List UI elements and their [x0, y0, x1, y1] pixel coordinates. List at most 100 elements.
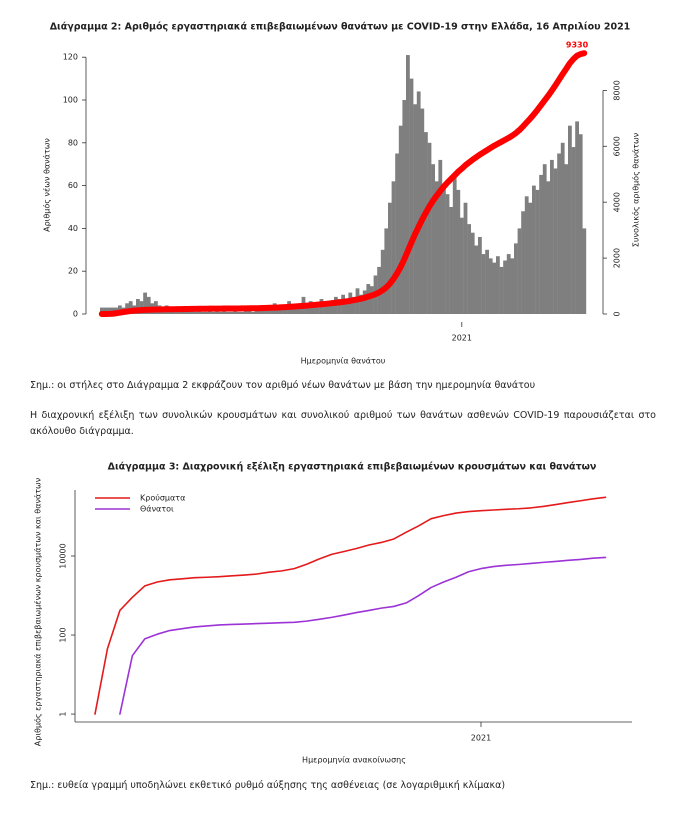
- bar: [128, 301, 133, 314]
- y-tick-label: 1: [59, 712, 68, 717]
- bar: [193, 311, 198, 314]
- bar: [276, 307, 281, 314]
- bar: [496, 256, 500, 314]
- bar: [420, 108, 425, 314]
- y-axis-title: Αριθμός εργαστηριακά επιβεβαιωμένων κρου…: [33, 477, 43, 746]
- bar: [434, 181, 439, 314]
- bar: [560, 142, 565, 314]
- bar: [136, 299, 140, 314]
- bar: [467, 224, 471, 314]
- y-tick-label: 10000: [59, 543, 68, 568]
- y2-tick-label: 4000: [613, 192, 622, 212]
- bar: [197, 309, 201, 314]
- bar: [323, 303, 327, 314]
- bar: [470, 232, 475, 314]
- bar: [499, 266, 504, 314]
- bar: [146, 296, 151, 314]
- bar: [254, 309, 259, 314]
- bar: [416, 91, 421, 314]
- y2-tick-label: 0: [613, 311, 622, 316]
- chart-title: Διάγραμμα 2: Αριθμός εργαστηριακά επιβεβ…: [50, 22, 631, 33]
- bar: [326, 301, 331, 314]
- bar: [208, 309, 212, 314]
- bar: [452, 177, 457, 314]
- y-tick-label: 80: [68, 138, 78, 147]
- bar: [438, 159, 443, 314]
- bar: [380, 249, 385, 314]
- y-tick-label: 20: [68, 267, 78, 276]
- bar: [236, 311, 241, 314]
- bar: [578, 134, 583, 314]
- y-tick-label: 120: [63, 53, 78, 62]
- bar: [337, 299, 342, 314]
- bar: [182, 311, 187, 314]
- bar: [384, 228, 389, 314]
- legend-label: Κρούσματα: [140, 493, 185, 503]
- bar: [550, 159, 554, 314]
- bar: [204, 311, 209, 314]
- y-tick-label: 100: [63, 96, 78, 105]
- bar: [251, 311, 255, 314]
- bar: [485, 249, 489, 314]
- bar: [229, 311, 234, 314]
- bar: [344, 301, 349, 314]
- bar: [406, 55, 410, 315]
- bar: [143, 292, 147, 314]
- y-tick-label: 0: [73, 310, 78, 319]
- y-tick-label: 60: [68, 181, 78, 190]
- bar: [200, 311, 205, 314]
- bar: [103, 307, 108, 314]
- bar: [391, 181, 396, 314]
- bar: [503, 260, 507, 314]
- bar: [474, 245, 479, 314]
- bar: [233, 309, 237, 314]
- y2-axis-title: Συνολικός αριθμός θανάτων: [631, 132, 641, 247]
- bar: [427, 142, 432, 314]
- bar: [215, 309, 219, 314]
- bar: [316, 307, 320, 314]
- bar: [409, 78, 414, 314]
- data-label: 9330: [566, 41, 589, 50]
- bar: [524, 196, 529, 314]
- bar: [247, 309, 252, 314]
- bar: [553, 168, 558, 314]
- bar: [362, 290, 367, 314]
- line: [94, 496, 607, 715]
- bar: [445, 194, 450, 314]
- bar: [226, 311, 230, 314]
- bar: [564, 164, 569, 314]
- bar: [449, 207, 453, 314]
- y2-tick-label: 2000: [613, 248, 622, 268]
- bar: [557, 153, 561, 314]
- bar: [568, 125, 572, 315]
- chart-title: Διάγραμμα 3: Διαχρονική εξέλιξη εργαστηρ…: [108, 462, 597, 473]
- bar: [290, 305, 295, 314]
- bar: [546, 181, 551, 314]
- bar: [312, 303, 317, 314]
- line: [119, 556, 607, 715]
- bar: [431, 164, 435, 314]
- bar: [460, 217, 464, 314]
- y-tick-label: 100: [59, 627, 68, 642]
- bar: [388, 202, 392, 314]
- bar: [398, 125, 403, 315]
- x-axis-title: Ημερομηνία ανακοίνωσης: [302, 756, 406, 765]
- x-tick-label: 2021: [452, 334, 472, 343]
- bar: [240, 311, 245, 314]
- bar: [463, 202, 468, 314]
- bar: [107, 307, 111, 314]
- y-tick-label: 40: [68, 224, 78, 233]
- bar: [413, 104, 417, 314]
- bar: [269, 307, 273, 314]
- bar: [510, 258, 515, 314]
- legend-label: Θάνατοι: [140, 505, 174, 514]
- note: Σημ.: οι στήλες στο Διάγραμμα 2 εκφράζου…: [30, 380, 536, 391]
- x-tick-label: 2021: [471, 734, 491, 743]
- bar: [514, 243, 518, 314]
- bar: [481, 254, 486, 314]
- bar: [222, 309, 227, 314]
- bar: [542, 164, 547, 314]
- y-axis-title: Αριθμός νέων θανάτων: [42, 138, 52, 232]
